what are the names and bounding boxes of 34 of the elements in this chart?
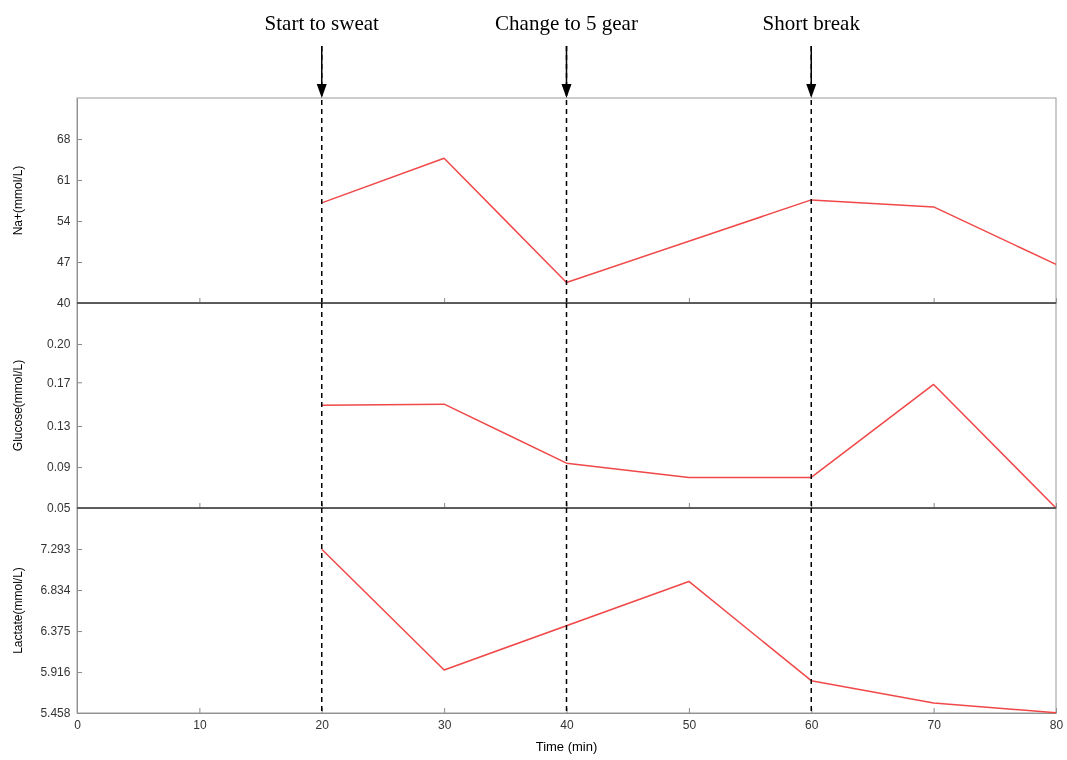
x-tick-label: 60 [805, 718, 819, 733]
ref-line-label: Change to 5 gear [495, 11, 638, 35]
y-tick-label: 54 [57, 214, 71, 229]
y-tick-label: 0.05 [47, 501, 71, 516]
x-tick-label: 40 [560, 718, 574, 733]
x-tick-label: 80 [1049, 718, 1064, 733]
y-tick-label: 0.13 [47, 419, 71, 434]
y-tick-label: 68 [57, 132, 71, 147]
x-tick-label: 50 [682, 718, 697, 733]
ref-line-label: Start to sweat [264, 11, 380, 35]
x-tick-label: 20 [315, 718, 330, 733]
line-series [321, 157, 1057, 284]
y-tick-label: 40 [57, 296, 71, 311]
y-axis-title: Lactate(mmol/L) [11, 567, 25, 654]
x-axis-title: Time (min) [535, 739, 598, 754]
x-tick-label: 70 [927, 718, 942, 733]
line-series [321, 548, 1057, 714]
x-tick-label: 30 [437, 718, 452, 733]
y-axis-title: Glucose(mmol/L) [11, 359, 25, 452]
y-axis-title: Na+(mmol/L) [11, 165, 25, 236]
y-tick-label: 5.916 [40, 665, 71, 680]
y-tick-label: 6.834 [40, 583, 71, 598]
y-tick-label: 7.293 [40, 542, 71, 557]
ref-line-label: Short break [762, 11, 861, 35]
y-tick-label: 0.20 [47, 337, 71, 352]
y-tick-label: 5.458 [40, 706, 71, 721]
x-tick-label: 0 [74, 718, 82, 733]
y-tick-label: 0.17 [47, 375, 71, 390]
y-tick-label: 61 [57, 173, 71, 188]
line-series [321, 383, 1057, 509]
x-tick-label: 10 [193, 718, 207, 733]
y-tick-label: 47 [57, 255, 71, 270]
y-tick-label: 6.375 [40, 624, 71, 639]
y-tick-label: 0.09 [47, 460, 71, 475]
